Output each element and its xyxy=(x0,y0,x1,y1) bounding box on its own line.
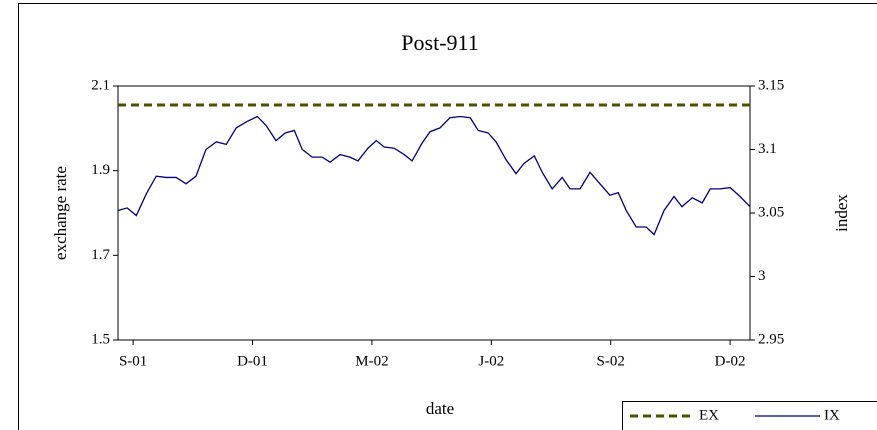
x-axis-label: date xyxy=(426,399,454,418)
x-tick-label: J-02 xyxy=(478,353,504,369)
y2-tick-label: 3 xyxy=(758,268,766,284)
y2-tick-label: 3.05 xyxy=(758,204,784,220)
y2-tick-label: 3.1 xyxy=(758,141,777,157)
y2-tick-label: 2.95 xyxy=(758,331,784,347)
x-tick-label: D-02 xyxy=(715,353,746,369)
y2-tick-label: 3.15 xyxy=(758,77,784,93)
series-line xyxy=(117,115,751,236)
y-tick-label: 2.1 xyxy=(91,77,110,93)
x-tick-label: D-01 xyxy=(237,353,268,369)
x-tick-label: S-02 xyxy=(597,353,625,369)
y-axis-label: exchange rate xyxy=(51,166,70,260)
y-tick-label: 1.7 xyxy=(91,247,110,263)
chart-title: Post-911 xyxy=(401,30,478,55)
y2-axis-label: index xyxy=(832,194,851,232)
x-tick-label: S-01 xyxy=(119,353,147,369)
legend-label: EX xyxy=(699,407,719,423)
chart-frame xyxy=(18,3,877,430)
y-tick-label: 1.5 xyxy=(91,331,110,347)
legend-box xyxy=(622,401,877,430)
plot-area xyxy=(117,85,751,341)
y-tick-label: 1.9 xyxy=(91,162,110,178)
legend-label: IX xyxy=(824,407,840,423)
x-tick-label: M-02 xyxy=(355,353,388,369)
